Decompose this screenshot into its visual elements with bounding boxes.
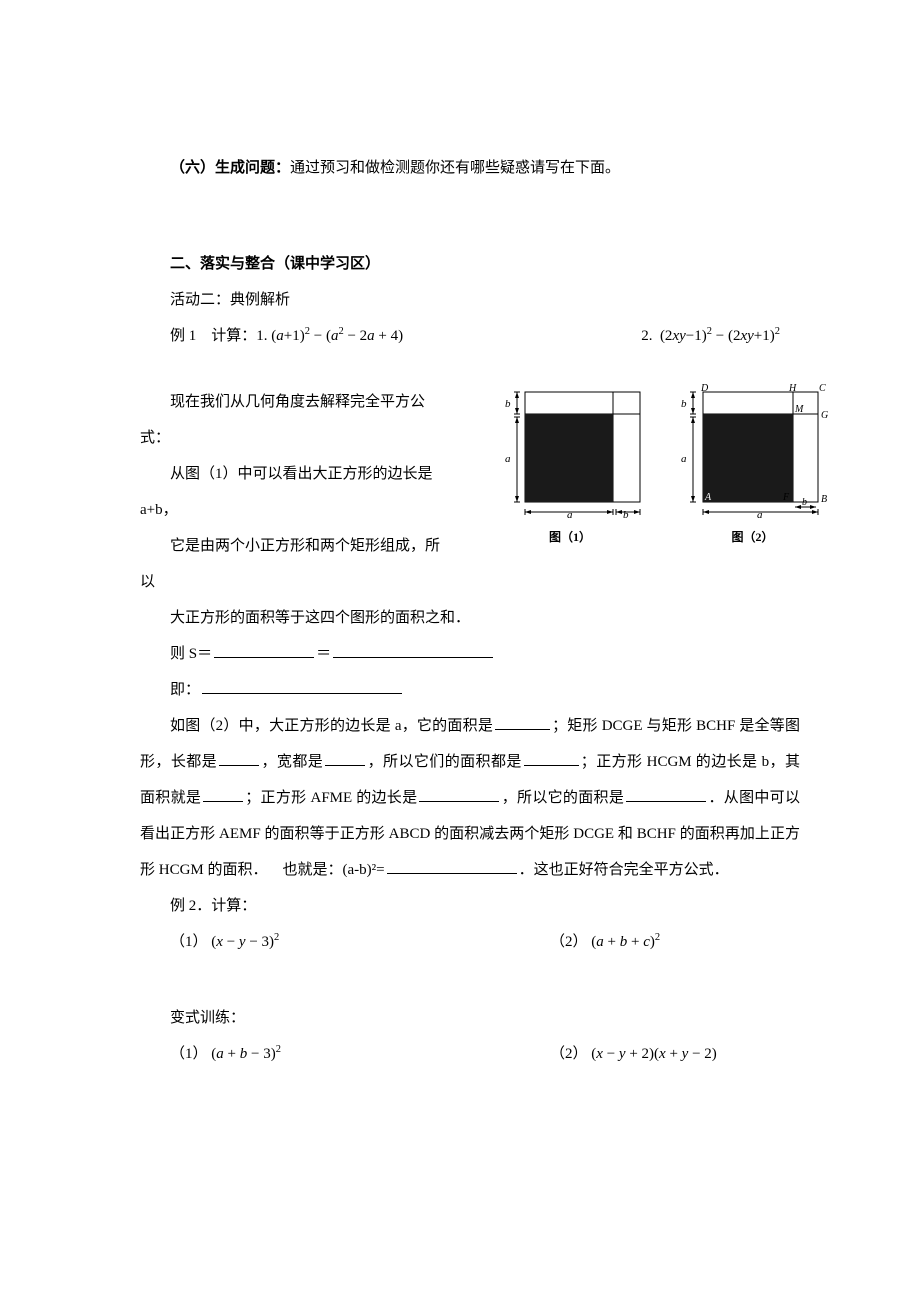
var-2: （2） (x − y + 2)(x + y − 2) [520, 1036, 800, 1072]
fig2-H: H [788, 384, 797, 394]
fig2-b-h: b [802, 497, 807, 508]
ex2-row: （1） (x − y − 3)2 （2） (a + b + c)2 [140, 924, 800, 960]
ex1-formula1: (a+1)2 − (a2 − 2a + 4) [271, 328, 403, 344]
ji-line: 即： [140, 672, 800, 708]
example1-right: 2. (2xy−1)2 − (2xy+1)2 [510, 318, 800, 354]
ex2-2-formula: (a + b + c)2 [591, 934, 660, 950]
fig2-B: B [821, 494, 827, 505]
blank-f2-7[interactable] [626, 801, 706, 802]
ji-label: 即： [170, 682, 200, 698]
geometry-text: 现在我们从几何角度去解释完全平方公式： 从图（1）中可以看出大正方形的边长是 a… [140, 384, 440, 600]
fig1-a-v: a [505, 453, 511, 465]
var-1: （1） (a + b − 3)2 [140, 1036, 520, 1072]
section-ii-title: 二、落实与整合（课中学习区） [140, 246, 800, 282]
fig2-a-v: a [681, 453, 687, 465]
ex2-1: （1） (x − y − 3)2 [140, 924, 520, 960]
fig2-b-v: b [681, 398, 687, 410]
geometry-block: b a a b 图（1） b [140, 384, 800, 600]
blank-s1[interactable] [214, 657, 314, 658]
ex1-2-prefix: 2. [641, 328, 652, 344]
figures: b a a b 图（1） b [495, 384, 830, 552]
fig2-E: E [704, 404, 711, 415]
fig2-caption: 图（2） [675, 523, 830, 552]
blank-f2-2[interactable] [219, 765, 259, 766]
ex1-prefix: 例 1 计算：1. [170, 328, 268, 344]
fig2-a-h: a [757, 509, 763, 519]
fig2-paragraph: 如图（2）中，大正方形的边长是 a，它的面积是；矩形 DCGE 与矩形 BCHF… [140, 708, 800, 888]
figure-2: b a D H C E M G A F B a [675, 384, 830, 552]
section6-label: （六）生成问题： [170, 160, 290, 176]
figure-1: b a a b 图（1） [495, 384, 645, 552]
blank-f2-5[interactable] [203, 801, 243, 802]
f2t4: ，所以它们的面积都是 [367, 754, 522, 770]
blank-s2[interactable] [333, 657, 493, 658]
blank-ji[interactable] [202, 693, 402, 694]
var-2-formula: (x − y + 2)(x + y − 2) [591, 1046, 717, 1062]
fig2-G: G [821, 410, 828, 421]
blank-f2-1[interactable] [495, 729, 550, 730]
var-1-formula: (a + b − 3)2 [211, 1046, 281, 1062]
f2t6: ；正方形 AFME 的边长是 [245, 790, 417, 806]
geo-sum: 大正方形的面积等于这四个图形的面积之和． [140, 600, 800, 636]
fig2-F: F [782, 492, 790, 503]
blank-f2-6[interactable] [419, 801, 499, 802]
fig1-b-v: b [505, 398, 511, 410]
var-2-prefix: （2） [550, 1046, 588, 1062]
f2t7: ，所以它的面积是 [501, 790, 624, 806]
fig1-caption: 图（1） [495, 523, 645, 552]
ex2-1-prefix: （1） [170, 934, 208, 950]
fig2-D: D [700, 384, 709, 394]
fig2-A: A [704, 492, 712, 503]
f2t9: ．这也正好符合完全平方公式． [519, 862, 729, 878]
ex2-label: 例 2．计算： [140, 888, 800, 924]
geo-p3: 它是由两个小正方形和两个矩形组成，所以 [140, 528, 440, 600]
section6-text: 通过预习和做检测题你还有哪些疑惑请写在下面。 [290, 160, 620, 176]
ex2-2: （2） (a + b + c)2 [520, 924, 800, 960]
example1-row: 例 1 计算：1. (a+1)2 − (a2 − 2a + 4) 2. (2xy… [140, 318, 800, 354]
var-label: 变式训练： [140, 1000, 800, 1036]
var-row: （1） (a + b − 3)2 （2） (x − y + 2)(x + y −… [140, 1036, 800, 1072]
section6: （六）生成问题：通过预习和做检测题你还有哪些疑惑请写在下面。 [140, 150, 800, 186]
ex2-2-prefix: （2） [550, 934, 588, 950]
geo-p1: 现在我们从几何角度去解释完全平方公式： [140, 384, 440, 456]
f2t3: ，宽都是 [261, 754, 323, 770]
blank-f2-4[interactable] [524, 765, 579, 766]
geo-p2: 从图（1）中可以看出大正方形的边长是 a+b， [140, 456, 440, 528]
s-equation: 则 S＝＝ [140, 636, 800, 672]
f2t1: 如图（2）中，大正方形的边长是 a，它的面积是 [170, 718, 493, 734]
blank-f2-3[interactable] [325, 765, 365, 766]
fig1-a-h: a [567, 509, 573, 519]
fig1-b-h: b [623, 509, 629, 519]
figure-1-svg: b a a b [495, 384, 645, 519]
var-1-prefix: （1） [170, 1046, 208, 1062]
activity2: 活动二：典例解析 [140, 282, 800, 318]
ex2-1-formula: (x − y − 3)2 [211, 934, 279, 950]
fig2-M: M [794, 404, 804, 415]
s-eq-label: 则 S＝ [170, 646, 212, 662]
ex1-formula2: (2xy−1)2 − (2xy+1)2 [660, 328, 780, 344]
fig2-C: C [819, 384, 826, 394]
example1-left: 例 1 计算：1. (a+1)2 − (a2 − 2a + 4) [140, 318, 510, 354]
blank-f2-8[interactable] [387, 873, 517, 874]
figure-2-svg: b a D H C E M G A F B a [675, 384, 830, 519]
